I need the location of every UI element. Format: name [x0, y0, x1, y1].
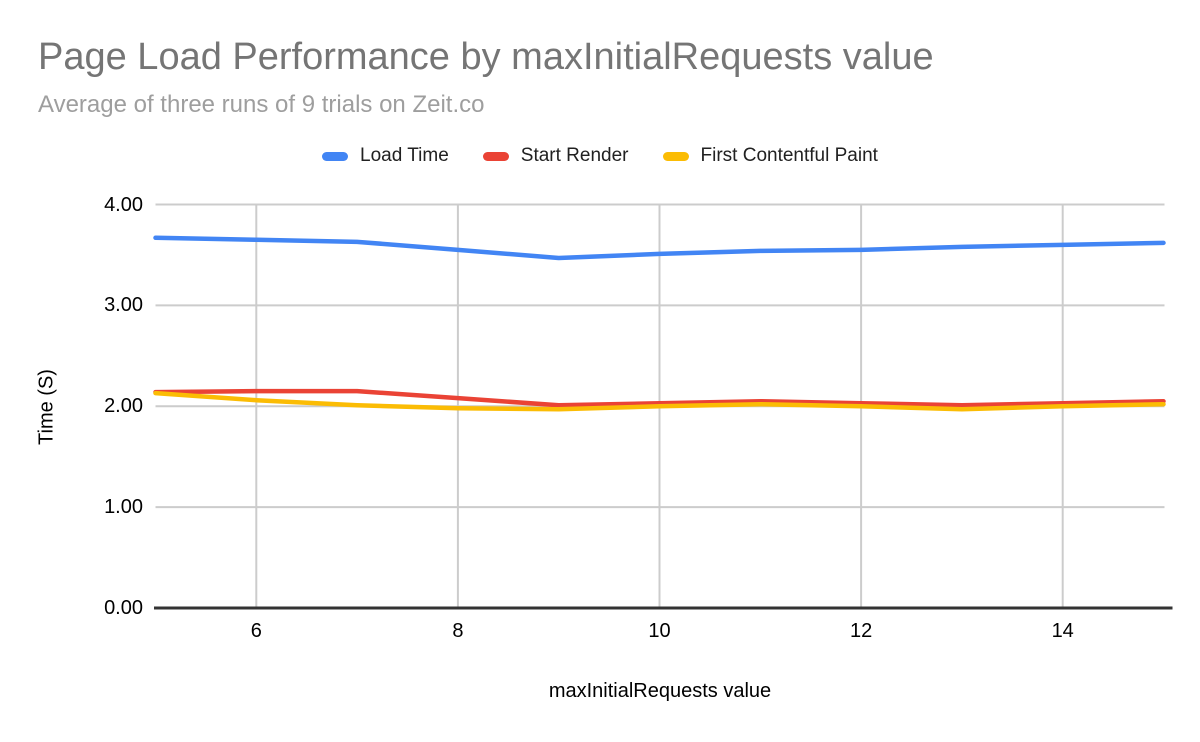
legend-swatch-first-contentful-paint [662, 151, 689, 161]
x-tick-label: 10 [648, 620, 671, 642]
legend-item-start-render: Start Render [482, 145, 629, 167]
y-tick-label: 3.00 [104, 294, 143, 317]
x-tick-label: 12 [849, 620, 873, 642]
legend-label: Load Time [360, 145, 449, 166]
series-line-first-contentful-paint [153, 390, 1166, 412]
y-tick-label: 4.00 [104, 193, 143, 216]
series-line-start-render [153, 388, 1166, 408]
y-tick-label: 1.00 [104, 496, 143, 519]
y-tick-label: 0.00 [104, 597, 143, 619]
chart-title: Page Load Performance by maxInitialReque… [38, 36, 934, 78]
legend-label: Start Render [520, 145, 629, 166]
x-tick-label: 6 [250, 620, 262, 642]
chart-subtitle: Average of three runs of 9 trials on Zei… [38, 91, 485, 118]
y-tick-label: 2.00 [104, 395, 143, 418]
x-axis-title: maxInitialRequests value [548, 680, 772, 702]
legend-swatch-start-render [482, 151, 509, 161]
legend-item-load-time: Load Time [322, 145, 449, 167]
chart-legend: Load Time Start Render First Contentful Pa… [0, 145, 1200, 167]
legend-swatch-load-time [322, 151, 349, 161]
x-tick-label: 8 [452, 620, 464, 642]
x-tick-label: 14 [1051, 620, 1074, 642]
legend-item-first-contentful-paint: First Contentful Paint [662, 145, 878, 167]
series-line-load-time [153, 235, 1166, 261]
legend-label: First Contentful Paint [700, 145, 878, 166]
